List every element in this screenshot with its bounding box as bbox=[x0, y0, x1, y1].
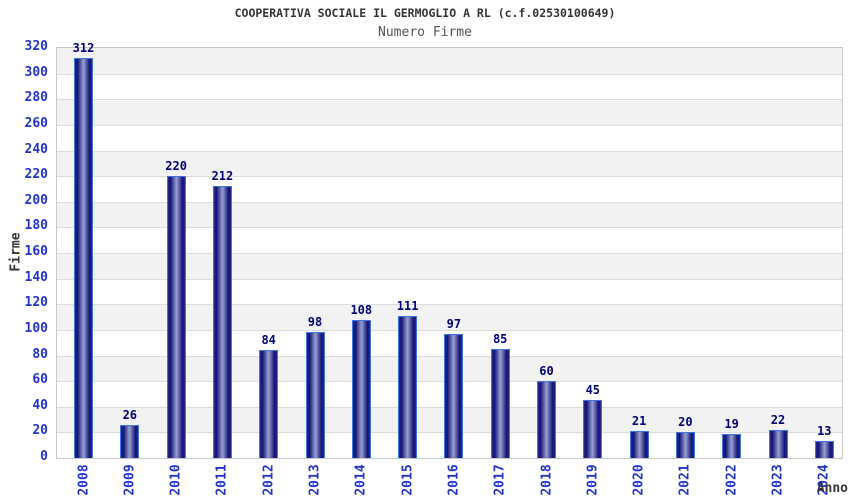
y-tick-label: 100 bbox=[24, 320, 48, 336]
plot-area bbox=[56, 47, 843, 459]
bar-2014 bbox=[351, 319, 371, 458]
x-tick-label-2016: 2016 bbox=[446, 464, 462, 496]
y-tick-label: 300 bbox=[24, 64, 48, 80]
y-tick-label: 260 bbox=[24, 115, 48, 131]
x-tick-label-2013: 2013 bbox=[307, 464, 323, 496]
x-tick-label-2012: 2012 bbox=[261, 464, 277, 496]
chart-title: COOPERATIVA SOCIALE IL GERMOGLIO A RL (c… bbox=[234, 6, 616, 20]
bar-value-label: 26 bbox=[122, 407, 138, 422]
x-axis-title: Anno bbox=[816, 481, 848, 496]
x-tick-label-2010: 2010 bbox=[168, 464, 184, 496]
bar-2008 bbox=[74, 58, 93, 458]
x-tick-label-2011: 2011 bbox=[214, 464, 230, 496]
bar-2024 bbox=[814, 441, 834, 458]
y-tick-label: 280 bbox=[24, 90, 48, 106]
bar-value-label: 60 bbox=[539, 364, 554, 379]
grid-band bbox=[57, 124, 842, 151]
grid-band bbox=[57, 278, 842, 305]
bar-2023 bbox=[768, 429, 788, 458]
y-tick-label: 80 bbox=[32, 346, 48, 362]
x-tick-label-2023: 2023 bbox=[770, 464, 786, 496]
bar-2013 bbox=[305, 332, 325, 458]
x-tick-label-2008: 2008 bbox=[76, 464, 91, 496]
x-tick-label-2014: 2014 bbox=[353, 464, 369, 496]
bar-value-label: 21 bbox=[631, 414, 647, 429]
bar-value-label: 220 bbox=[165, 159, 187, 174]
bar-2017 bbox=[490, 349, 510, 458]
bar-2011 bbox=[212, 186, 232, 458]
bar-value-label: 85 bbox=[492, 332, 508, 347]
grid-band bbox=[57, 304, 842, 330]
grid-band bbox=[57, 201, 842, 228]
x-tick-label-2020: 2020 bbox=[631, 464, 647, 496]
bar-2015 bbox=[398, 315, 418, 458]
grid-band bbox=[57, 253, 842, 279]
bar-value-label: 19 bbox=[724, 416, 739, 431]
y-tick-label: 40 bbox=[32, 397, 48, 413]
y-tick-label: 240 bbox=[24, 141, 48, 157]
grid-band bbox=[57, 176, 842, 202]
bar-value-label: 22 bbox=[770, 412, 786, 427]
y-tick-label: 320 bbox=[24, 39, 48, 54]
bar-value-label: 13 bbox=[817, 424, 832, 439]
chart-subtitle: Numero Firme bbox=[378, 25, 472, 40]
y-tick-label: 60 bbox=[32, 372, 48, 388]
x-tick-label-2021: 2021 bbox=[677, 464, 693, 496]
x-tick-label-2009: 2009 bbox=[122, 464, 138, 496]
bar-2020 bbox=[629, 431, 649, 458]
bar-2012 bbox=[259, 350, 279, 458]
y-tick-label: 160 bbox=[24, 244, 48, 259]
y-tick-label: 200 bbox=[24, 192, 48, 208]
x-tick-label-2019: 2019 bbox=[585, 464, 601, 496]
y-tick-label: 180 bbox=[24, 218, 48, 234]
bar-value-label: 20 bbox=[678, 415, 693, 430]
y-tick-label: 0 bbox=[40, 449, 48, 464]
x-tick-label-2018: 2018 bbox=[539, 464, 554, 496]
bar-2009 bbox=[120, 424, 140, 458]
bar-value-label: 212 bbox=[211, 169, 234, 184]
bar-value-label: 108 bbox=[350, 302, 373, 317]
bar-2021 bbox=[675, 432, 695, 458]
y-tick-label: 220 bbox=[24, 167, 48, 183]
grid-band bbox=[57, 73, 842, 100]
x-tick-label-2022: 2022 bbox=[724, 464, 740, 496]
bar-value-label: 312 bbox=[72, 41, 95, 56]
y-tick-label: 140 bbox=[24, 269, 48, 285]
bar-2018 bbox=[537, 381, 556, 458]
bar-2016 bbox=[444, 333, 464, 458]
bar-value-label: 45 bbox=[585, 383, 601, 398]
bar-2010 bbox=[166, 176, 186, 458]
grid-band bbox=[57, 99, 842, 125]
bar-value-label: 97 bbox=[446, 316, 462, 331]
bar-2019 bbox=[583, 400, 603, 458]
grid-band bbox=[57, 227, 842, 253]
x-tick-label-2015: 2015 bbox=[400, 464, 416, 496]
y-tick-label: 20 bbox=[32, 423, 48, 439]
grid-band bbox=[57, 150, 842, 177]
bar-value-label: 98 bbox=[307, 315, 323, 330]
bar-value-label: 84 bbox=[261, 333, 276, 348]
y-tick-label: 120 bbox=[24, 295, 48, 311]
bar-2022 bbox=[722, 433, 742, 458]
x-tick-label-2017: 2017 bbox=[492, 464, 508, 496]
bar-value-label: 111 bbox=[396, 298, 419, 313]
grid-band bbox=[57, 48, 842, 74]
